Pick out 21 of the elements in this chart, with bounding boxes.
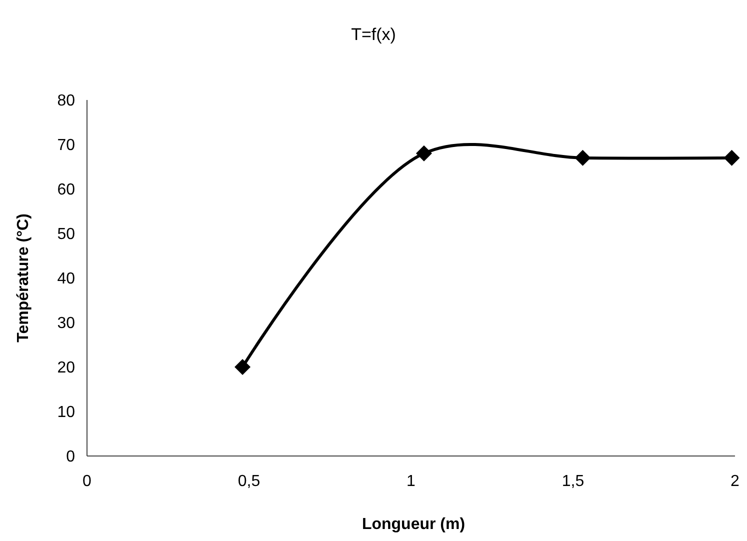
y-tick-label: 20 — [57, 360, 76, 377]
point — [574, 150, 591, 166]
y-tick-label: 10 — [57, 404, 76, 422]
x-tick-label: 1 — [406, 473, 416, 490]
x-tick-label: 2 — [730, 473, 740, 490]
x-tick-label: 0,5 — [238, 473, 260, 490]
x-axis-title: Longueur (m) — [362, 516, 466, 533]
y-tick-label: 0 — [66, 448, 76, 466]
point — [724, 150, 740, 166]
chart-title: T=f(x) — [351, 25, 396, 44]
y-axis-title: Température (°C) — [15, 214, 32, 342]
y-tick-label: 70 — [57, 137, 76, 154]
point — [234, 359, 251, 375]
x-tick-label: 0 — [82, 473, 92, 490]
y-tick-label: 60 — [57, 182, 76, 199]
y-tick-label: 80 — [57, 92, 76, 110]
y-tick-label: 40 — [57, 270, 76, 288]
y-tick-label: 30 — [57, 315, 76, 332]
y-tick-label: 50 — [57, 226, 76, 244]
x-tick-label: 1,5 — [562, 473, 584, 490]
point — [416, 145, 432, 162]
